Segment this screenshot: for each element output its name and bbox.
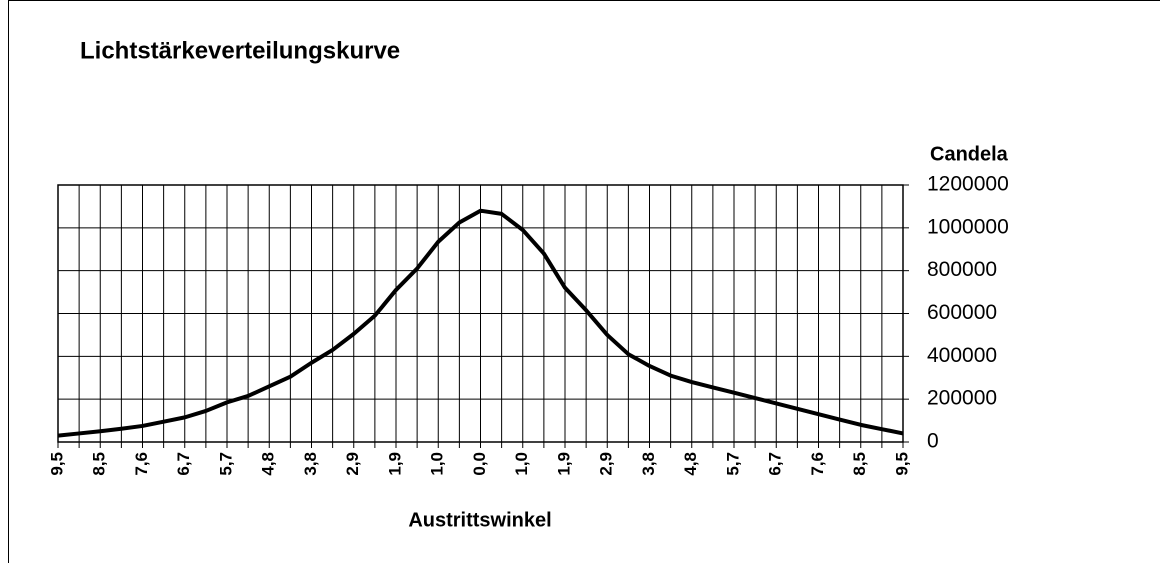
y-tick-label: 400000 <box>927 344 997 367</box>
x-tick-label: 3,8 <box>639 452 658 476</box>
x-tick-label: 7,6 <box>808 452 827 476</box>
x-tick-label: 2,9 <box>597 452 616 476</box>
x-tick-label: 1,0 <box>512 452 531 476</box>
x-tick-label: 1,9 <box>385 452 404 476</box>
x-axis-title: Austrittswinkel <box>408 509 551 531</box>
x-tick-label: 4,8 <box>681 452 700 476</box>
y-tick-label: 0 <box>927 430 939 453</box>
y-tick-label: 200000 <box>927 387 997 410</box>
x-tick-label: 5,7 <box>216 452 235 476</box>
x-tick-label: 5,7 <box>723 452 742 476</box>
x-tick-label: 1,9 <box>554 452 573 476</box>
x-tick-label: 0,0 <box>470 452 489 476</box>
chart-frame <box>8 0 1160 563</box>
x-tick-label: 9,5 <box>47 452 66 476</box>
y-tick-label: 800000 <box>927 258 997 281</box>
x-tick-label: 6,7 <box>174 452 193 476</box>
chart-title: Lichtstärkeverteilungskurve <box>80 37 400 64</box>
y-tick-label: 600000 <box>927 301 997 324</box>
data-line <box>57 208 904 438</box>
x-tick-label: 9,5 <box>892 452 911 476</box>
x-tick-label: 8,5 <box>850 452 869 476</box>
x-tick-label: 2,9 <box>343 452 362 476</box>
x-tick-label: 3,8 <box>301 452 320 476</box>
x-tick-label: 8,5 <box>90 452 109 476</box>
y-axis-title: Candela <box>930 143 1009 165</box>
x-tick-label: 1,0 <box>428 452 447 476</box>
plot-border <box>57 184 904 443</box>
x-tick-label: 7,6 <box>132 452 151 476</box>
y-tick-label: 1200000 <box>927 173 1009 196</box>
x-tick-label: 4,8 <box>259 452 278 476</box>
y-tick-label: 1000000 <box>927 215 1009 238</box>
x-tick-label: 6,7 <box>766 452 785 476</box>
